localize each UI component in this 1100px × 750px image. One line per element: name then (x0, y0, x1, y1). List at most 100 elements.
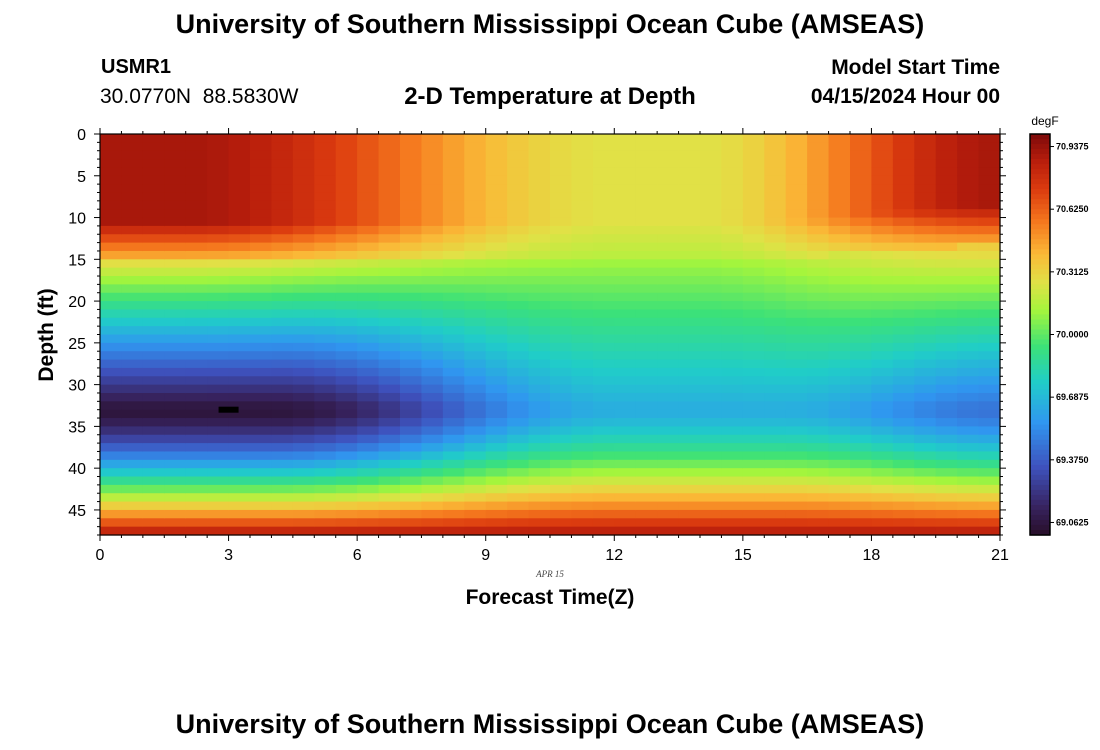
heatmap-cell (742, 234, 765, 244)
heatmap-cell (700, 418, 723, 427)
heatmap-cell (357, 259, 380, 269)
heatmap-cell (957, 509, 980, 519)
heatmap-cell (700, 301, 723, 311)
heatmap-cell (142, 192, 165, 202)
heatmap-cell (721, 192, 744, 202)
heatmap-cell (764, 142, 787, 152)
heatmap-cell (228, 443, 251, 453)
heatmap-cell (571, 150, 594, 160)
heatmap-cell (571, 175, 594, 185)
heatmap-cell (271, 150, 294, 160)
heatmap-cell (850, 301, 873, 311)
heatmap-cell (335, 476, 358, 486)
heatmap-cell (657, 493, 680, 503)
heatmap-cell (892, 284, 915, 294)
heatmap-cell (314, 267, 337, 277)
heatmap-cell (292, 418, 315, 427)
heatmap-cell (871, 484, 894, 494)
heatmap-cell (378, 334, 401, 344)
heatmap-cell (807, 443, 830, 453)
heatmap-cell (871, 451, 894, 461)
heatmap-cell (635, 242, 658, 252)
heatmap-cell (742, 376, 765, 386)
heatmap-cell (207, 384, 230, 394)
heatmap-cell (721, 326, 744, 336)
heatmap-cell (828, 392, 851, 402)
heatmap-cell (592, 526, 615, 536)
heatmap-cell (657, 367, 680, 377)
heatmap-cell (571, 443, 594, 453)
heatmap-cell (142, 526, 165, 536)
heatmap-cell (442, 284, 465, 294)
heatmap-cell (292, 468, 315, 478)
heatmap-cells (100, 134, 1001, 536)
heatmap-cell (335, 250, 358, 260)
heatmap-cell (742, 134, 765, 143)
heatmap-cell (635, 359, 658, 369)
heatmap-cell (228, 367, 251, 377)
heatmap-cell (700, 392, 723, 402)
heatmap-cell (785, 418, 808, 427)
heatmap-cell (357, 284, 380, 294)
heatmap-cell (871, 384, 894, 394)
heatmap-cell (314, 526, 337, 536)
heatmap-cell (764, 292, 787, 302)
heatmap-cell (807, 217, 830, 227)
heatmap-cell (678, 217, 701, 227)
heatmap-cell (742, 250, 765, 260)
heatmap-cell (314, 225, 337, 235)
heatmap-cell (678, 284, 701, 294)
heatmap-cell (764, 334, 787, 344)
heatmap-cell (271, 443, 294, 453)
heatmap-cell (828, 259, 851, 269)
heatmap-cell (378, 392, 401, 402)
heatmap-cell (185, 167, 208, 177)
heatmap-cell (314, 301, 337, 311)
heatmap-cell (292, 175, 315, 185)
heatmap-cell (850, 134, 873, 143)
heatmap-cell (957, 292, 980, 302)
heatmap-cell (978, 468, 1001, 478)
heatmap-cell (550, 284, 573, 294)
heatmap-cell (871, 493, 894, 503)
heatmap-cell (871, 392, 894, 402)
heatmap-cell (400, 159, 423, 169)
heatmap-cell (207, 501, 230, 511)
heatmap-cell (207, 192, 230, 202)
heatmap-cell (614, 376, 637, 386)
heatmap-cell (228, 175, 251, 185)
heatmap-cell (528, 142, 551, 152)
heatmap-cell (850, 476, 873, 486)
heatmap-cell (421, 342, 444, 352)
heatmap-cell (314, 209, 337, 219)
heatmap-cell (464, 401, 487, 411)
heatmap-cell (528, 184, 551, 194)
colorbar-segment (1030, 189, 1050, 195)
heatmap-cell (764, 426, 787, 436)
colorbar-segment (1030, 194, 1050, 200)
heatmap-cell (614, 476, 637, 486)
heatmap-cell (914, 384, 937, 394)
heatmap-cell (742, 150, 765, 160)
heatmap-cell (807, 250, 830, 260)
heatmap-cell (678, 501, 701, 511)
heatmap-cell (742, 276, 765, 285)
heatmap-cell (657, 418, 680, 427)
heatmap-cell (742, 142, 765, 152)
heatmap-cell (142, 225, 165, 235)
heatmap-cell (507, 209, 530, 219)
heatmap-cell (678, 292, 701, 302)
heatmap-cell (742, 509, 765, 519)
heatmap-cell (700, 192, 723, 202)
heatmap-cell (464, 217, 487, 227)
heatmap-cell (785, 526, 808, 536)
heatmap-cell (871, 367, 894, 377)
heatmap-cell (807, 301, 830, 311)
heatmap-cell (828, 326, 851, 336)
heatmap-cell (378, 309, 401, 319)
heatmap-cell (592, 434, 615, 444)
heatmap-cell (464, 142, 487, 152)
heatmap-cell (978, 217, 1001, 227)
heatmap-cell (292, 376, 315, 386)
heatmap-cell (271, 392, 294, 402)
